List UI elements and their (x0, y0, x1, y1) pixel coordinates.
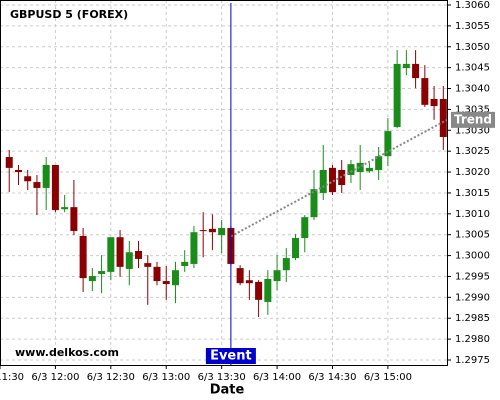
candle-body (162, 281, 170, 284)
x-axis-label: Date (210, 383, 245, 398)
y-tick-label: 1.3005 (455, 230, 490, 241)
candle-body (135, 250, 143, 259)
y-tick-label: 1.2980 (455, 334, 490, 345)
candle-body (273, 270, 281, 282)
candle-body (412, 63, 420, 79)
candle-body (245, 280, 253, 284)
candle-body (190, 232, 198, 264)
candle-body (116, 237, 124, 267)
y-tick-label: 1.3045 (455, 63, 490, 74)
x-tick-label: 6/3 12:30 (87, 372, 135, 383)
trend-line (230, 118, 448, 238)
candle-body (125, 252, 133, 269)
candle-body (264, 278, 272, 302)
x-tick-label: 6/3 13:00 (142, 372, 190, 383)
candle-body (218, 228, 226, 236)
candle-body (375, 156, 383, 170)
candle-body (356, 162, 364, 173)
y-tick-label: 1.3015 (455, 188, 490, 199)
x-tick-label: 6/3 14:00 (253, 372, 301, 383)
trend-label: Trend (454, 112, 492, 126)
candle-body (384, 131, 392, 157)
candle-body (5, 157, 13, 168)
candle-body (70, 207, 78, 231)
y-tick-label: 1.3030 (455, 125, 490, 136)
candle-body (153, 266, 161, 282)
y-tick-label: 1.3040 (455, 84, 490, 95)
candle-body (430, 98, 438, 107)
candle-body (236, 268, 244, 284)
y-tick-label: 1.2985 (455, 313, 490, 324)
candle-body (282, 258, 290, 271)
y-tick-label: 1.3060 (455, 0, 490, 11)
candle-body (439, 98, 447, 137)
candle-body (144, 263, 152, 267)
event-label-box (205, 348, 256, 364)
y-tick-label: 1.3050 (455, 42, 490, 53)
x-tick-label: 6/3 15:00 (364, 372, 412, 383)
candle-body (51, 164, 59, 211)
y-tick-label: 1.3025 (455, 146, 490, 157)
candle-body (14, 169, 22, 173)
chart-title: GBPUSD 5 (FOREX) (10, 8, 128, 21)
candle-body (171, 270, 179, 286)
watermark: www.delkos.com (15, 346, 119, 359)
candle-body (347, 164, 355, 175)
x-tick-label: 6/3 12:00 (31, 372, 79, 383)
x-tick-label: 6/3 14:30 (308, 372, 356, 383)
axes: 1.2975 1.2980 1.2985 1.2990 1.2995 1.3000 1.30… (0, 0, 490, 383)
y-tick-label: 1.2975 (455, 355, 490, 366)
candle-body (199, 230, 207, 232)
candle-body (208, 228, 216, 233)
trend-label-box (451, 111, 495, 128)
y-tick-label: 1.3035 (455, 104, 490, 115)
y-tick-label: 1.3055 (455, 21, 490, 32)
candle-body (310, 189, 318, 218)
candle-body (292, 238, 300, 259)
candle-body (42, 164, 50, 188)
candle-body (328, 167, 336, 193)
x-tick-label: 6/3 11:30 (0, 372, 24, 383)
y-tick-label: 1.3010 (455, 209, 490, 220)
candle-body (88, 276, 96, 282)
y-tick-label: 1.3000 (455, 251, 490, 262)
y-tick-label: 1.2995 (455, 271, 490, 282)
candle-body (107, 237, 115, 272)
candle-body (319, 169, 327, 193)
plot-frame (0, 0, 448, 366)
candle-body (402, 63, 410, 69)
marks (5, 3, 448, 365)
candle-body (61, 207, 69, 210)
candle-body (301, 217, 309, 239)
candle-body (33, 182, 41, 188)
y-tick-label: 1.2990 (455, 292, 490, 303)
candle-body (255, 281, 263, 300)
candle-body (24, 176, 32, 182)
candle-body (98, 271, 106, 274)
candle-body (421, 78, 429, 105)
candle-body (393, 63, 401, 127)
y-tick-label: 1.3020 (455, 167, 490, 178)
x-tick-label: 6/3 13:30 (198, 372, 246, 383)
event-label: Event (210, 349, 252, 364)
candle-body (181, 261, 189, 267)
candle-body (79, 235, 87, 279)
candle-body (365, 167, 373, 172)
